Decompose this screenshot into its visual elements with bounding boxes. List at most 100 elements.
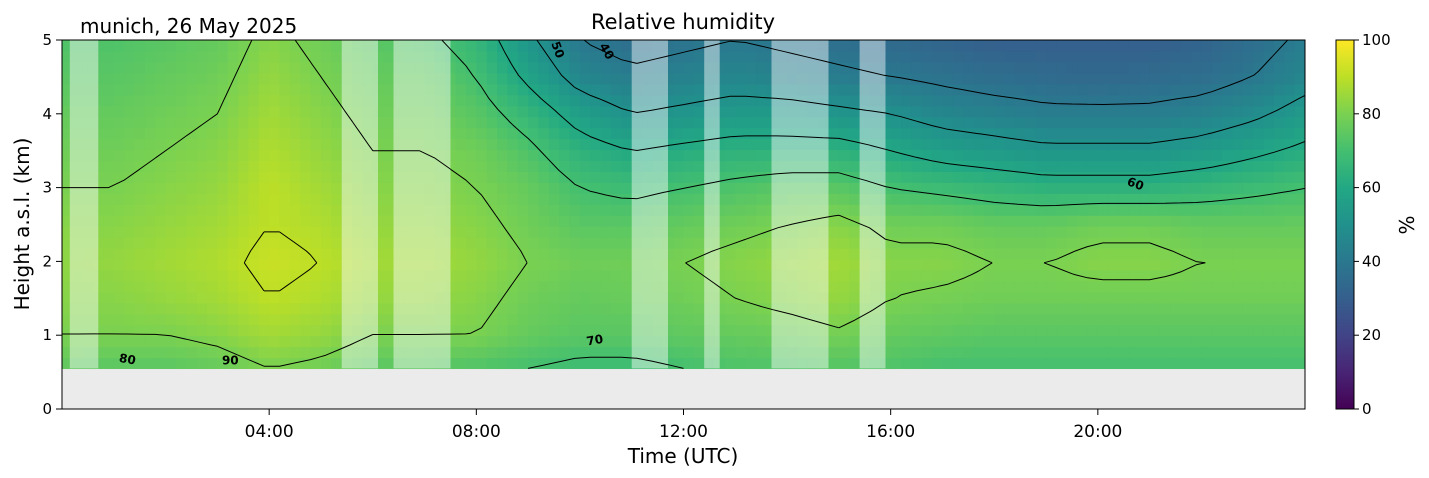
heat-cell	[248, 269, 260, 282]
heat-cell	[238, 61, 250, 74]
heat-cell	[610, 72, 622, 85]
heat-cell	[1211, 50, 1223, 63]
heat-cell	[113, 83, 125, 96]
heat-cell	[217, 258, 229, 271]
heat-cell	[538, 204, 550, 216]
heat-cell	[103, 226, 115, 238]
heat-cell	[942, 237, 954, 249]
heat-cell	[248, 50, 260, 63]
heat-cell	[901, 61, 912, 74]
heat-cell	[414, 127, 426, 140]
heat-cell	[1066, 237, 1078, 249]
heat-cell	[766, 269, 778, 282]
heat-cell	[776, 72, 788, 85]
heat-cell	[745, 237, 757, 249]
heat-cell	[662, 40, 674, 52]
heat-cell	[828, 160, 840, 172]
heat-cell	[994, 357, 1006, 370]
heat-cell	[797, 258, 809, 271]
heat-cell	[113, 61, 125, 74]
heat-cell	[103, 302, 115, 315]
heat-cell	[1087, 149, 1099, 162]
heat-cell	[207, 193, 218, 205]
heat-cell	[963, 302, 975, 315]
heat-cell	[1222, 357, 1234, 370]
heat-cell	[983, 182, 995, 194]
heat-cell	[372, 149, 384, 162]
heat-cell	[600, 138, 612, 151]
heat-cell	[994, 215, 1006, 227]
heat-cell	[662, 313, 674, 326]
heat-cell	[1284, 269, 1296, 282]
heat-cell	[745, 215, 757, 227]
heat-cell	[704, 302, 716, 315]
heat-cell	[1077, 346, 1089, 359]
heat-cell	[507, 50, 519, 63]
heat-cell	[693, 61, 705, 74]
heat-cell	[911, 324, 923, 337]
heat-cell	[1211, 269, 1223, 282]
heat-cell	[538, 324, 550, 337]
heat-cell	[186, 237, 198, 249]
heat-cell	[393, 302, 405, 315]
heat-cell	[1035, 302, 1047, 315]
heat-cell	[600, 149, 612, 162]
heat-cell	[600, 116, 612, 129]
heat-cell	[227, 94, 239, 107]
heat-cell	[1232, 72, 1244, 85]
heat-cell	[248, 291, 260, 304]
heat-cell	[144, 116, 156, 129]
heat-cell	[828, 116, 840, 129]
heat-cell	[880, 280, 892, 293]
heat-cell	[1066, 258, 1078, 271]
heat-cell	[165, 258, 177, 271]
heat-cell	[610, 50, 622, 63]
heat-cell	[497, 193, 509, 205]
heat-cell	[186, 258, 198, 271]
heat-cell	[745, 247, 757, 260]
heat-cell	[869, 204, 881, 216]
heat-cell	[1077, 280, 1089, 293]
heat-cell	[714, 237, 726, 249]
heat-cell	[1170, 226, 1182, 238]
heat-cell	[807, 247, 819, 260]
heat-cell	[465, 127, 477, 140]
heat-cell	[393, 105, 405, 118]
heat-cell	[1263, 204, 1275, 216]
heat-cell	[310, 72, 322, 85]
heat-cell	[724, 313, 736, 326]
heat-cell	[362, 247, 374, 260]
heat-cell	[165, 61, 177, 74]
heat-cell	[921, 138, 933, 151]
heat-cell	[1077, 313, 1089, 326]
heat-cell	[600, 291, 612, 304]
heat-cell	[455, 291, 467, 304]
heat-cell	[289, 269, 301, 282]
heat-cell	[952, 247, 964, 260]
heat-cell	[1170, 357, 1182, 370]
heat-cell	[973, 72, 985, 85]
heat-cell	[434, 226, 446, 238]
heat-cell	[921, 72, 933, 85]
heat-cell	[901, 335, 912, 348]
heat-cell	[942, 291, 954, 304]
heat-cell	[175, 94, 187, 107]
heat-cell	[1108, 61, 1120, 74]
heat-cell	[507, 83, 519, 96]
heat-cell	[1097, 335, 1109, 348]
heat-cell	[621, 346, 633, 359]
heat-cell	[693, 324, 705, 337]
contour-label: 50	[548, 39, 567, 59]
heat-cell	[455, 149, 467, 162]
heat-cell	[714, 335, 726, 348]
heat-cell	[1201, 357, 1213, 370]
heat-cell	[331, 204, 343, 216]
heat-cell	[258, 116, 270, 129]
heat-cell	[756, 116, 767, 129]
heat-cell	[1025, 269, 1037, 282]
heat-cell	[756, 50, 767, 63]
heat-cell	[963, 50, 975, 63]
heat-cell	[1046, 335, 1057, 348]
heat-cell	[1242, 302, 1254, 315]
heat-cell	[1139, 357, 1151, 370]
